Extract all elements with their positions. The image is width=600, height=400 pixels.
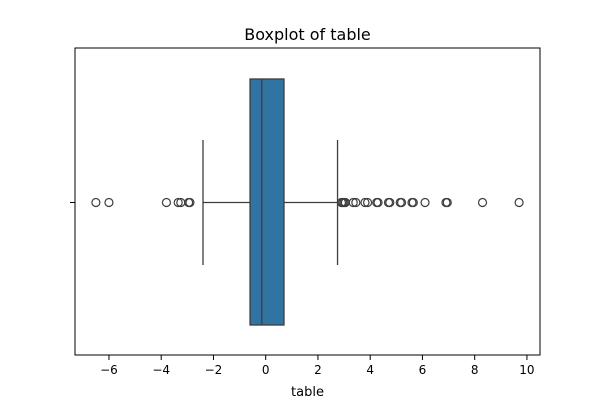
x-tick-label: 2	[314, 363, 322, 377]
x-tick-label: −2	[205, 363, 223, 377]
outlier-point	[173, 197, 183, 208]
x-tick-label: 6	[419, 363, 427, 377]
x-tick-label: 8	[471, 363, 479, 377]
x-axis-label: table	[291, 385, 324, 400]
plot-frame	[74, 47, 541, 356]
outlier-point	[348, 197, 358, 208]
outlier-point	[514, 197, 524, 208]
x-tick-label: −4	[152, 363, 170, 377]
outlier-point	[360, 197, 370, 208]
iqr-box	[249, 78, 285, 326]
x-tick-label: 0	[262, 363, 270, 377]
x-axis-ticks: −6 −4 −2 0 2 4 6 8 10	[100, 355, 535, 377]
outliers	[91, 197, 524, 208]
outlier-point	[91, 197, 101, 208]
plot-area: −6 −4 −2 0 2 4 6 8 10	[70, 47, 541, 377]
outlier-point	[373, 197, 383, 208]
outlier-point	[477, 197, 488, 208]
outlier-point	[362, 197, 373, 208]
outlier-point	[396, 197, 407, 208]
outlier-point	[104, 197, 114, 208]
outlier-point	[385, 197, 395, 208]
chart-title: Boxplot of table	[244, 25, 371, 44]
outlier-point	[161, 197, 172, 208]
outlier-point	[420, 197, 430, 208]
outlier-point	[442, 197, 452, 208]
outlier-point	[351, 197, 361, 208]
x-tick-label: −6	[100, 363, 118, 377]
outlier-point	[408, 197, 418, 208]
x-tick-label: 10	[519, 363, 534, 377]
box	[249, 78, 285, 326]
x-tick-label: 4	[366, 363, 374, 377]
outlier-point	[185, 197, 195, 208]
